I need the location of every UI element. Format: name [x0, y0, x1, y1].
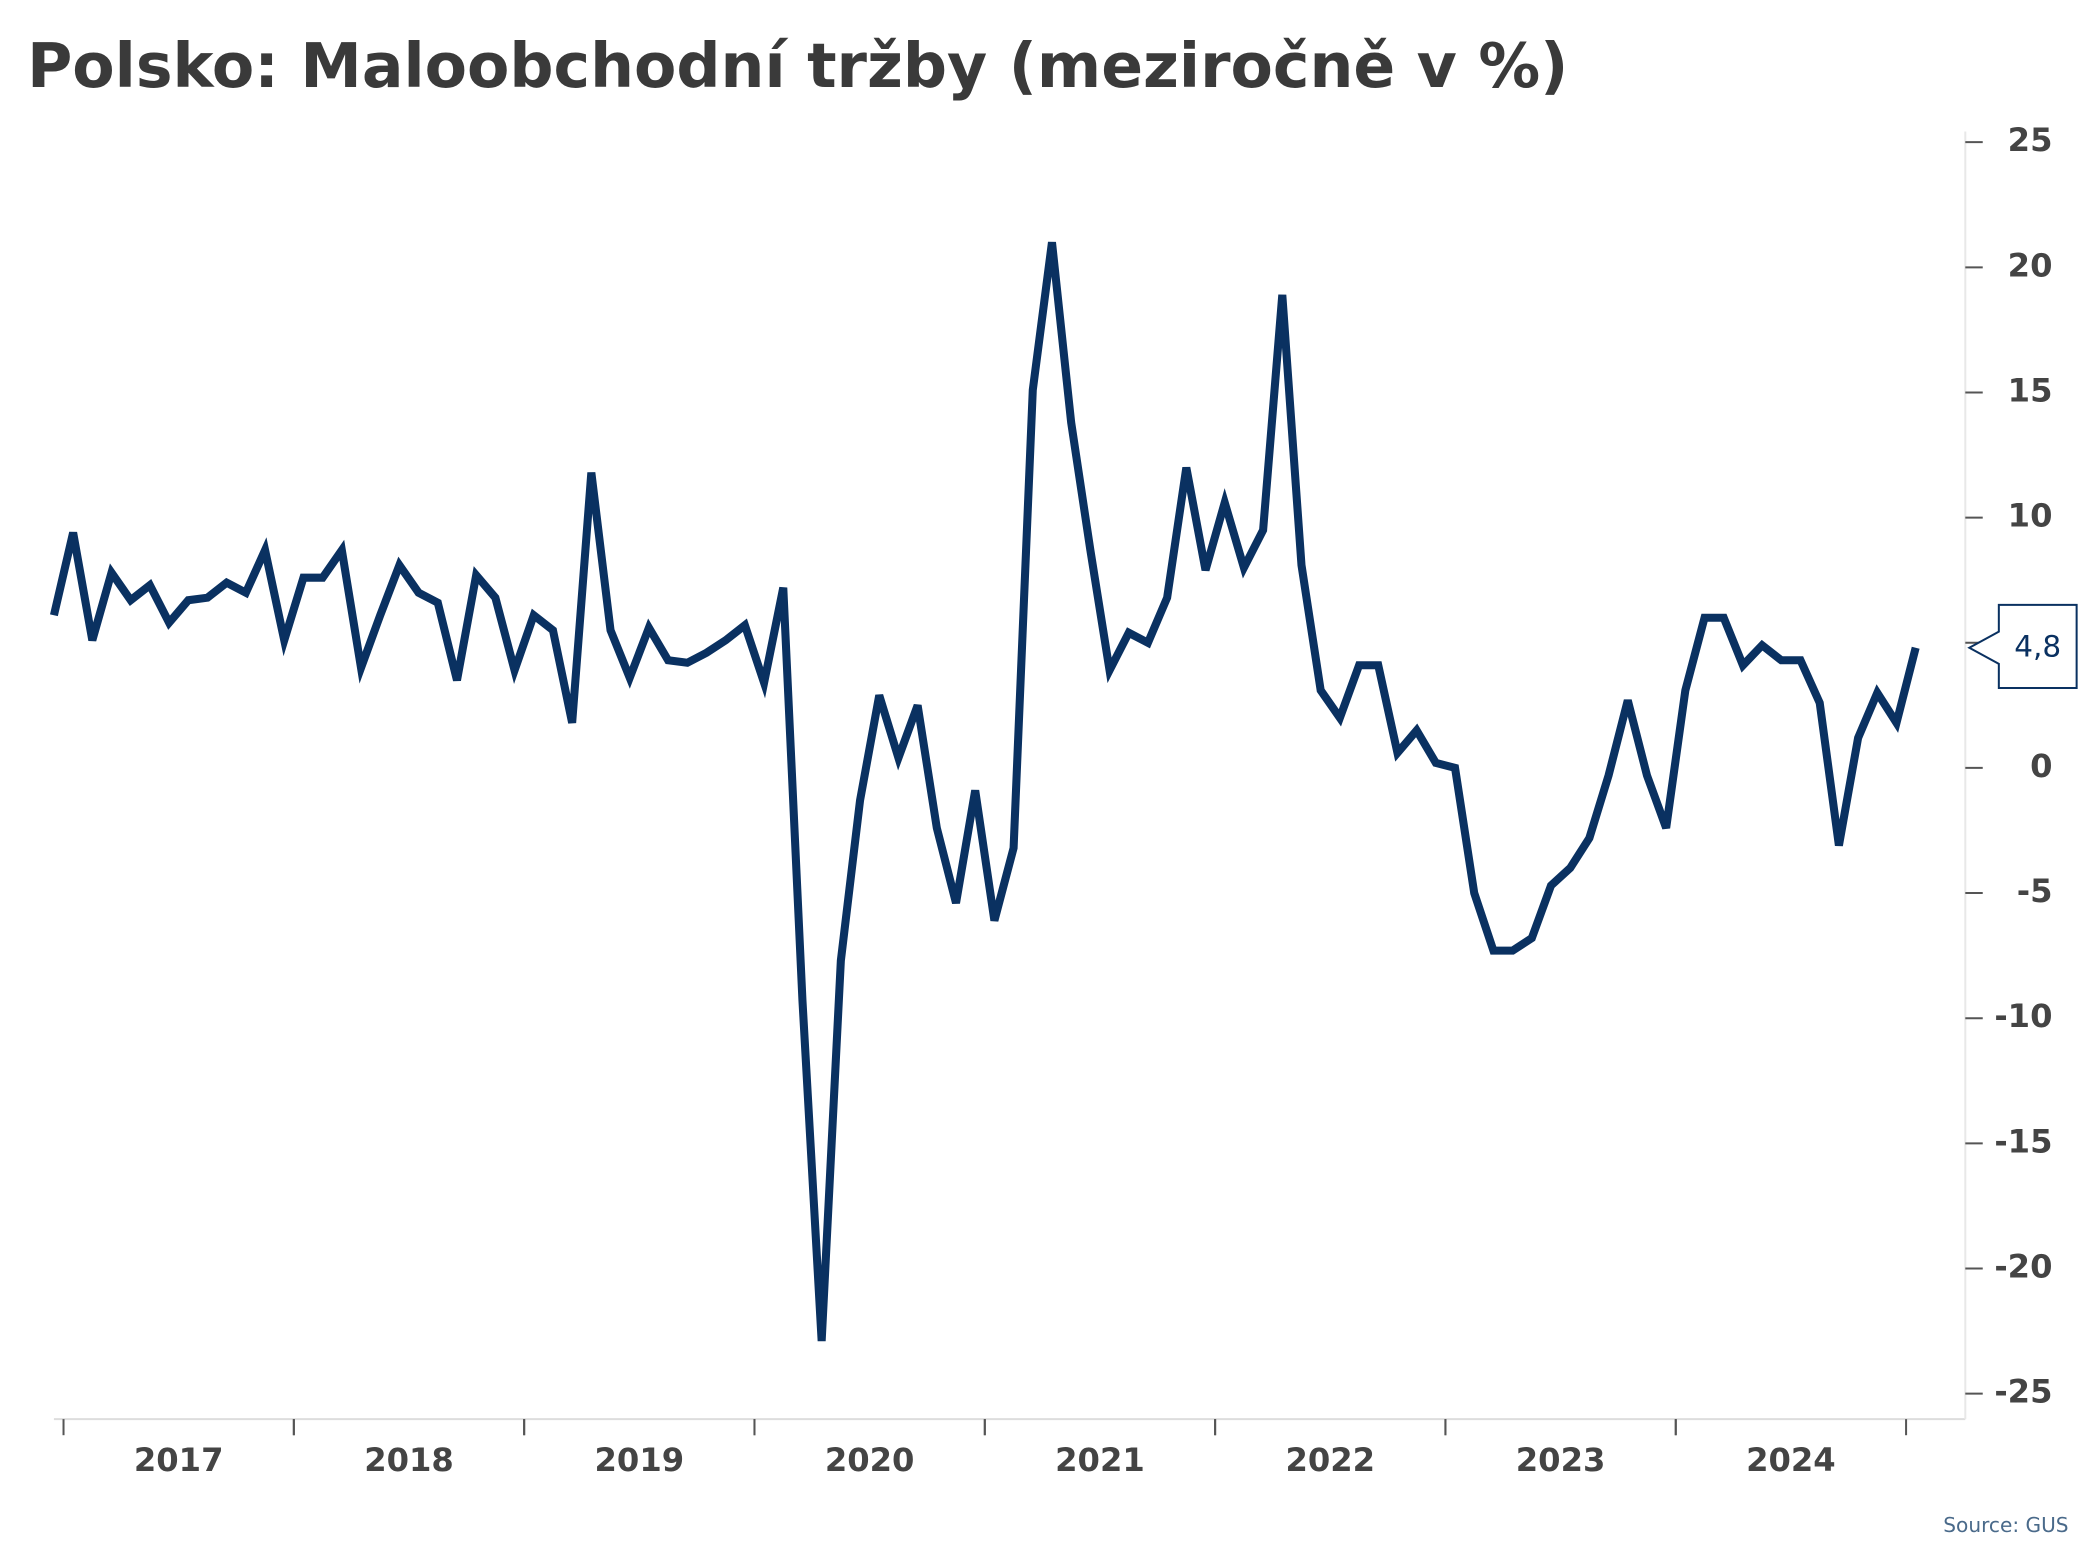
y-tick-label: 10 — [2008, 497, 2053, 535]
x-tick-label: 2021 — [1055, 1441, 1145, 1479]
x-tick-label: 2019 — [595, 1441, 685, 1479]
y-tick-label: 20 — [2008, 246, 2053, 284]
x-tick-label: 2018 — [364, 1441, 454, 1479]
x-tick-label: 2023 — [1516, 1441, 1606, 1479]
x-tick-label: 2017 — [134, 1441, 224, 1479]
chart-title: Polsko: Maloobchodní tržby (meziročně v … — [27, 30, 1568, 102]
x-tick-label: 2020 — [825, 1441, 915, 1479]
line-series — [50, 241, 1920, 1342]
y-tick-label: 15 — [2008, 371, 2053, 409]
source: Source: GUS — [1943, 1513, 2068, 1537]
y-tick-label: -15 — [1994, 1122, 2052, 1160]
y-tick-label: 25 — [2008, 121, 2053, 159]
y-tick-label: -25 — [1994, 1373, 2052, 1411]
x-tick-label: 2022 — [1285, 1441, 1375, 1479]
y-tick-label: -20 — [1994, 1247, 2052, 1285]
x-tick-label: 2024 — [1746, 1441, 1836, 1479]
y-tick-label: -5 — [2017, 872, 2053, 910]
y-tick-label: -10 — [1994, 997, 2052, 1035]
value-label: 4,8 — [2014, 629, 2061, 663]
y-tick-label: 0 — [2030, 747, 2052, 785]
callout-box — [1967, 603, 2078, 690]
